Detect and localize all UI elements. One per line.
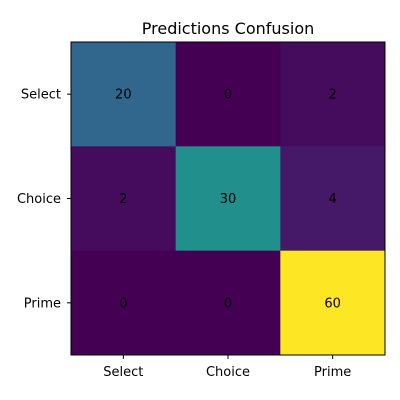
- cell-value-label: 0: [224, 296, 232, 311]
- y-tick-label: Choice: [17, 192, 61, 207]
- chart-title: Predictions Confusion: [142, 19, 315, 38]
- x-axis: Select Choice Prime: [103, 355, 351, 380]
- heatmap-cell-select-choice: [175, 42, 281, 147]
- cell-value-label: 2: [329, 88, 337, 103]
- cell-value-label: 60: [324, 296, 341, 311]
- x-tick-label: Choice: [206, 365, 250, 380]
- y-axis: Select Choice Prime: [17, 88, 71, 311]
- heatmap-cell-select-prime: [280, 42, 386, 147]
- y-tick-label: Select: [21, 88, 61, 103]
- x-tick-label: Prime: [314, 365, 351, 380]
- heatmap-cell-choice-prime: [280, 146, 386, 252]
- cell-value-label: 2: [119, 192, 127, 207]
- heatmap-cell-select-select: [71, 42, 177, 147]
- cell-value-label: 4: [329, 192, 337, 207]
- cell-value-label: 0: [119, 296, 127, 311]
- cell-value-label: 30: [220, 192, 237, 207]
- heatmap-cell-labels: 20 0 2 2 30 4 0 0 60: [115, 88, 341, 312]
- cell-value-label: 0: [224, 88, 232, 103]
- heatmap-cell-choice-choice: [175, 146, 281, 252]
- heatmap-cell-prime-choice: [175, 250, 281, 356]
- heatmap-cells: [71, 42, 386, 356]
- cell-value-label: 20: [115, 88, 132, 103]
- heatmap-cell-choice-select: [71, 146, 177, 252]
- heatmap-cell-prime-select: [71, 250, 177, 356]
- heatmap-cell-prime-prime: [280, 250, 386, 356]
- y-tick-label: Prime: [24, 296, 61, 311]
- x-tick-label: Select: [103, 365, 143, 380]
